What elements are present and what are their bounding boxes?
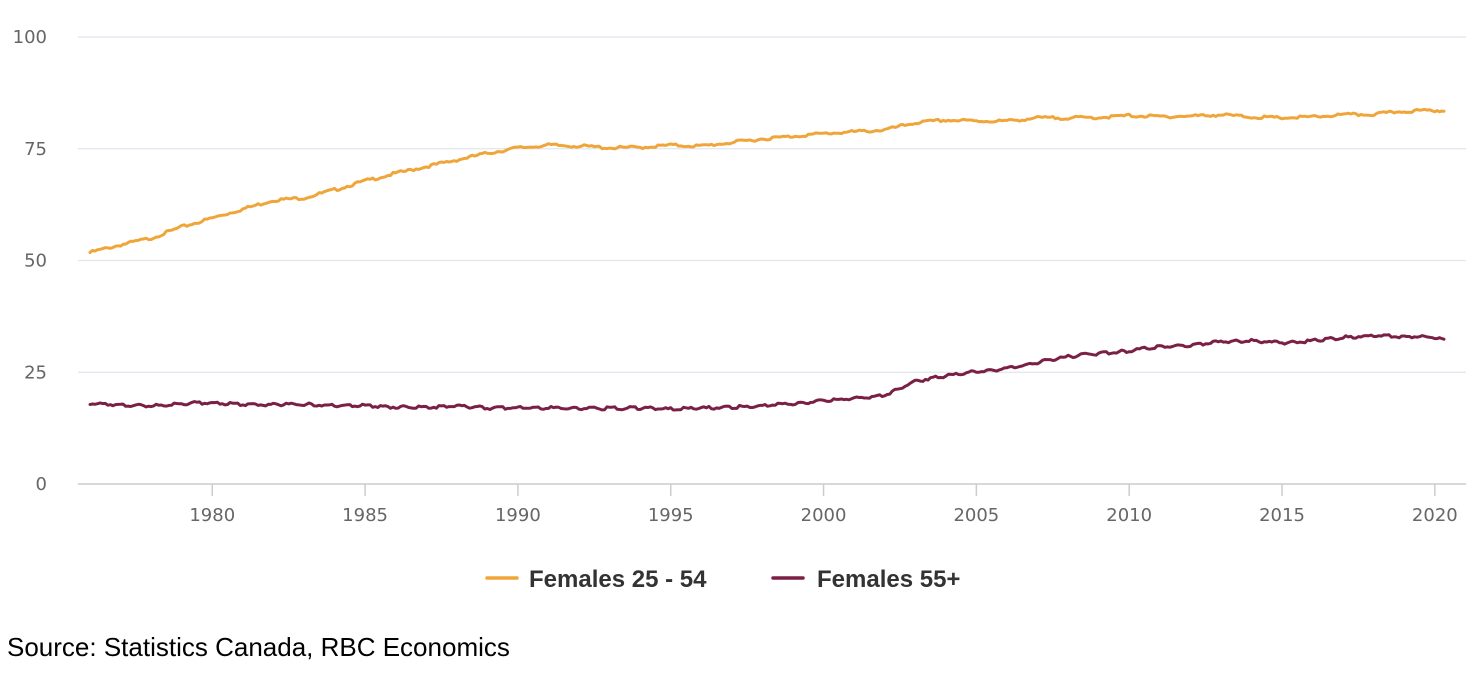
series-lines: [88, 107, 1446, 412]
legend[interactable]: Females 25 - 54 Females 55+: [485, 566, 960, 593]
x-tick-label: 1990: [495, 505, 541, 526]
legend-item-1[interactable]: Females 25 - 54: [485, 566, 707, 593]
x-tick-label: 2005: [953, 505, 999, 526]
y-tick-label: 50: [24, 251, 47, 272]
legend-item-2[interactable]: Females 55+: [771, 566, 960, 593]
x-tick-label: 1980: [189, 505, 235, 526]
x-tick-label: 2010: [1106, 505, 1152, 526]
legend-label: Females 55+: [817, 566, 960, 593]
y-tick-label: 75: [24, 139, 47, 160]
series-line-2: [88, 333, 1446, 412]
source-note: Source: Statistics Canada, RBC Economics: [7, 632, 510, 662]
series-line-1: [88, 107, 1446, 254]
gridlines: 0 25 50 75 100: [13, 27, 1466, 495]
x-tick-label: 1985: [342, 505, 388, 526]
y-tick-label: 100: [13, 27, 47, 48]
axes: 1980 1985 1990 1995 2000 2005 2010 2015 2020: [78, 483, 1466, 526]
x-tick-label: 1995: [648, 505, 694, 526]
x-tick-label: 2020: [1412, 505, 1458, 526]
y-tick-label: 0: [36, 474, 47, 495]
legend-label: Females 25 - 54: [529, 566, 707, 593]
y-tick-label: 25: [24, 362, 47, 383]
x-tick-label: 2015: [1259, 505, 1305, 526]
x-tick-label: 2000: [801, 505, 847, 526]
